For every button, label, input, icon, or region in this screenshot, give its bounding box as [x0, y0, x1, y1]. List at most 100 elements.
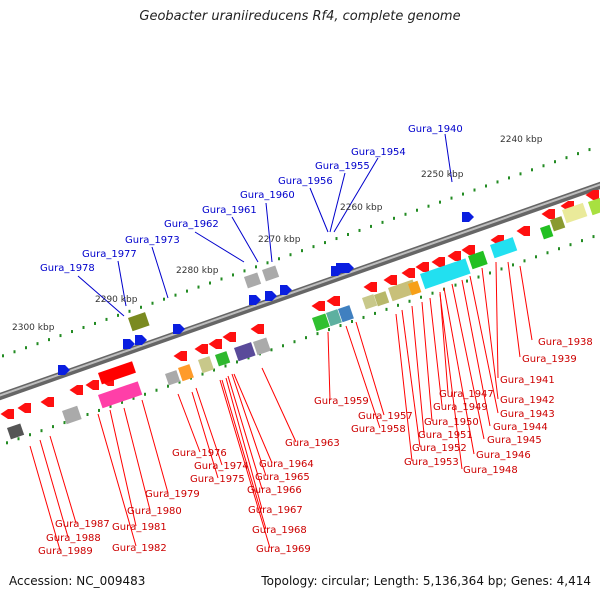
scale-dot [109, 404, 112, 408]
scale-dot [485, 184, 487, 188]
scale-dot [316, 332, 319, 336]
gene-block [261, 265, 280, 282]
gene-block [362, 294, 378, 310]
scale-dot [523, 259, 526, 263]
scale-dot [535, 255, 537, 259]
feature-track [0, 190, 600, 440]
gene-block [128, 312, 150, 332]
leader-line [469, 275, 499, 414]
gene-label: Gura_1950 [424, 417, 479, 428]
gene-label: Gura_1960 [240, 190, 295, 201]
scale-dot [581, 239, 583, 243]
leader-line [395, 313, 413, 462]
gene-label: Gura_1951 [418, 430, 473, 441]
leader-line [443, 287, 475, 455]
scale-dot [220, 277, 223, 281]
gene-label: Gura_1982 [112, 543, 167, 554]
leader-line [117, 260, 127, 307]
scale-dot [496, 180, 499, 184]
gene-block [540, 224, 554, 240]
leader-line [411, 305, 425, 435]
scale-dot [546, 251, 549, 255]
leader-line [439, 293, 463, 470]
scale-dot [408, 299, 411, 303]
leader-line [225, 377, 263, 510]
scale-dot [151, 301, 154, 305]
backbone [0, 181, 600, 401]
gene-label: Gura_1945 [487, 435, 542, 446]
leader-line [97, 413, 137, 547]
scale-dot [374, 311, 376, 315]
gene-block [62, 405, 82, 425]
scale-dot [36, 342, 39, 346]
scale-dot [289, 253, 292, 257]
leader-line [421, 301, 433, 422]
leader-line [233, 373, 273, 464]
gene-arrow [342, 263, 354, 273]
scale-dot [558, 247, 560, 251]
scale-label: 2270 kbp [258, 235, 301, 245]
scale-dot [588, 148, 591, 152]
scale-dot [554, 160, 556, 164]
scale-dot [508, 176, 510, 180]
leader-line [481, 267, 499, 400]
scale-dot [512, 263, 514, 267]
gene-arrow [461, 245, 475, 255]
gene-arrow [17, 403, 31, 413]
gene-label: Gura_1964 [259, 459, 314, 470]
leader-line [355, 321, 385, 416]
gene-label: Gura_1963 [285, 438, 340, 449]
scale-label: 2260 kbp [340, 203, 383, 213]
scale-dot [328, 328, 330, 332]
scale-dot [416, 208, 418, 212]
leader-line [401, 309, 421, 448]
gene-label: Gura_1958 [351, 424, 406, 435]
scale-label: 2240 kbp [500, 135, 543, 145]
scale-dot [305, 336, 307, 340]
gene-label: Gura_1955 [315, 161, 370, 172]
gene-arrow [250, 324, 264, 334]
scale-dot [13, 350, 16, 354]
gene-arrow [249, 295, 261, 305]
scale-dot [324, 241, 326, 245]
gene-label: Gura_1969 [256, 544, 311, 555]
leader-line [444, 133, 453, 183]
scale-dot [59, 334, 62, 338]
scale-dot [121, 400, 123, 404]
scale-dot [144, 392, 146, 396]
gene-arrow [431, 257, 445, 267]
gene-label: Gura_1987 [55, 519, 110, 530]
scale-dot [132, 396, 135, 400]
gene-label: Gura_1953 [404, 457, 459, 468]
gene-label: Gura_1940 [408, 124, 463, 135]
leader-line [191, 391, 219, 479]
gene-label: Gura_1979 [145, 489, 200, 500]
gene-block [253, 337, 271, 356]
gene-block [178, 364, 194, 382]
scale-dot [213, 368, 215, 372]
scale-dot [569, 243, 572, 247]
gene-label: Gura_1938 [538, 337, 593, 348]
scale-dot [82, 325, 85, 329]
gene-block [326, 309, 342, 327]
gene-arrow [280, 285, 292, 295]
scale-dot [358, 228, 361, 232]
gene-block [6, 423, 25, 440]
gene-label: Gura_1956 [278, 176, 333, 187]
leader-line [231, 216, 259, 263]
gene-label: Gura_1962 [164, 219, 219, 230]
gene-label: Gura_1942 [500, 395, 555, 406]
gene-arrow [222, 332, 236, 342]
scale-dot [178, 380, 181, 384]
scale-dot [385, 307, 388, 311]
scale-dot [420, 295, 422, 299]
leader-line [327, 331, 331, 401]
gene-arrow [135, 335, 147, 345]
scale-dot [577, 152, 579, 156]
scale-dot [155, 388, 158, 392]
leader-line [507, 261, 521, 358]
scale-dot [140, 305, 142, 309]
scale-dot [174, 293, 177, 297]
leader-line [194, 231, 245, 263]
